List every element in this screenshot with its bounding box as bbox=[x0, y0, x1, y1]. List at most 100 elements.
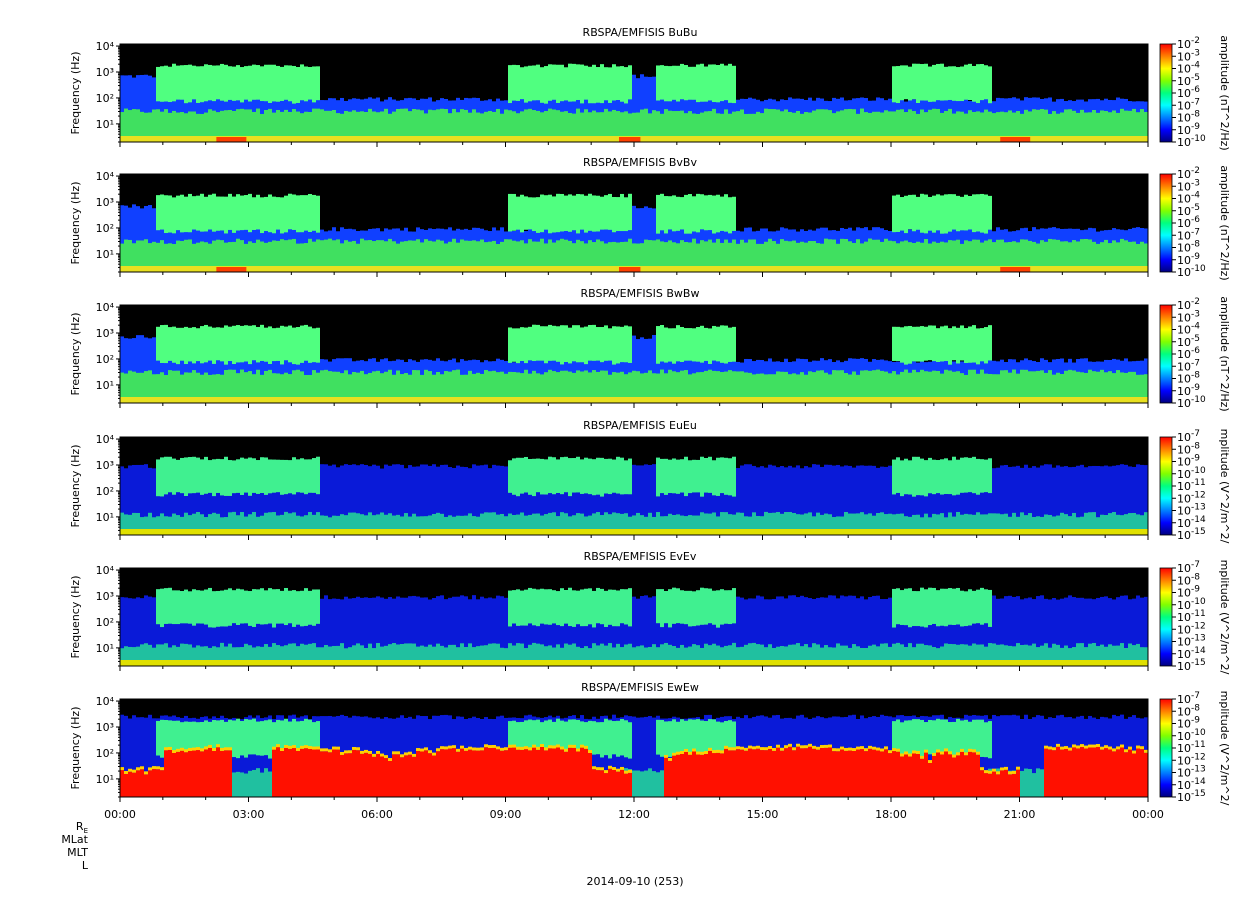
spectro-column bbox=[1112, 599, 1116, 666]
spectro-column bbox=[336, 467, 340, 535]
spectro-column bbox=[120, 714, 124, 797]
spectro-column bbox=[720, 76, 724, 142]
spectro-column bbox=[320, 598, 324, 666]
spectro-column bbox=[260, 374, 264, 403]
spectro-column bbox=[548, 595, 552, 666]
spectro-column bbox=[748, 643, 752, 666]
spectro-column bbox=[212, 466, 216, 535]
spectro-column bbox=[388, 113, 392, 142]
spectro-column bbox=[944, 458, 948, 495]
spectro-column bbox=[252, 718, 256, 755]
spectro-column bbox=[596, 512, 600, 535]
spectro-column bbox=[1048, 238, 1052, 272]
spectro-column bbox=[152, 374, 156, 403]
colorbar-tick-label: 10-3 bbox=[1177, 309, 1200, 324]
spectro-column bbox=[128, 768, 132, 772]
spectro-column bbox=[852, 751, 856, 797]
spectro-column bbox=[444, 243, 448, 272]
spectro-column bbox=[240, 195, 244, 231]
spectro-column bbox=[300, 596, 304, 666]
spectro-column bbox=[916, 465, 920, 535]
spectro-column bbox=[660, 718, 664, 797]
spectro-column bbox=[132, 464, 136, 535]
spectro-column bbox=[284, 587, 288, 626]
spectro-column bbox=[492, 598, 496, 666]
spectro-column bbox=[176, 515, 180, 535]
spectro-column bbox=[564, 195, 568, 232]
spectro-column bbox=[216, 206, 220, 272]
spectro-column bbox=[180, 327, 184, 361]
spectro-column bbox=[304, 243, 308, 272]
spectro-column bbox=[152, 766, 156, 770]
spectro-column bbox=[280, 66, 284, 101]
spectro-column bbox=[424, 516, 428, 535]
spectro-column bbox=[560, 325, 564, 365]
spectro-column bbox=[180, 747, 184, 751]
spectro-column bbox=[248, 719, 252, 755]
spectro-column bbox=[360, 514, 364, 535]
spectro-column bbox=[916, 514, 920, 535]
spectro-column bbox=[928, 763, 932, 797]
spectro-column bbox=[636, 770, 640, 797]
spectro-column bbox=[592, 370, 596, 403]
spectro-column bbox=[340, 754, 344, 797]
spectro-column bbox=[284, 466, 288, 535]
spectro-column bbox=[420, 110, 424, 142]
spectro-column bbox=[884, 238, 888, 272]
spectro-column bbox=[948, 460, 952, 495]
spectro-column bbox=[924, 460, 928, 497]
spectro-column bbox=[680, 326, 684, 362]
spectro-column bbox=[244, 205, 248, 272]
spectro-column bbox=[604, 108, 608, 142]
spectro-column bbox=[824, 513, 828, 535]
spectro-column bbox=[940, 513, 944, 535]
spectro-column bbox=[128, 207, 132, 272]
spectro-column bbox=[492, 643, 496, 666]
spectro-column bbox=[228, 643, 232, 666]
spectro-column bbox=[824, 238, 828, 272]
spectro-column bbox=[904, 195, 908, 234]
spectro-column bbox=[736, 371, 740, 403]
spectro-column bbox=[692, 328, 696, 362]
spectro-column bbox=[180, 457, 184, 494]
spectro-column bbox=[636, 512, 640, 535]
spectro-column bbox=[304, 588, 308, 626]
spectro-column bbox=[536, 197, 540, 233]
spectro-column bbox=[544, 74, 548, 142]
spectro-column bbox=[572, 515, 576, 535]
y-tick-label: 10² bbox=[96, 747, 114, 760]
spectro-column bbox=[904, 65, 908, 100]
spectro-column bbox=[1100, 242, 1104, 272]
spectro-column bbox=[284, 511, 288, 535]
spectro-column bbox=[700, 754, 704, 797]
spectro-column bbox=[400, 108, 404, 142]
spectro-column bbox=[976, 328, 980, 365]
spectro-column bbox=[916, 719, 920, 755]
spectro-column bbox=[1076, 241, 1080, 272]
spectro-column bbox=[744, 747, 748, 751]
spectro-column bbox=[420, 748, 424, 752]
colorbar-tick-label: 10-10 bbox=[1177, 134, 1206, 149]
spectro-column bbox=[272, 328, 276, 362]
spectro-column bbox=[220, 459, 224, 496]
spectro-column bbox=[124, 108, 128, 142]
spectro-column bbox=[308, 74, 312, 142]
spectro-column bbox=[316, 749, 320, 797]
spectro-column bbox=[1036, 243, 1040, 272]
spectro-column bbox=[668, 596, 672, 666]
spectro-column bbox=[936, 648, 940, 666]
spectro-column bbox=[968, 751, 972, 797]
spectro-column bbox=[808, 112, 812, 142]
spectro-column bbox=[964, 513, 968, 535]
spectro-column bbox=[728, 327, 732, 362]
spectro-column bbox=[276, 65, 280, 102]
spectro-column bbox=[260, 113, 264, 142]
spectro-column bbox=[988, 325, 992, 361]
spectro-column bbox=[520, 746, 524, 750]
spectro-column bbox=[372, 597, 376, 666]
spectro-column bbox=[572, 747, 576, 797]
spectro-column bbox=[148, 644, 152, 666]
spectro-column bbox=[832, 751, 836, 797]
spectro-column bbox=[884, 749, 888, 797]
spectro-column bbox=[908, 460, 912, 495]
